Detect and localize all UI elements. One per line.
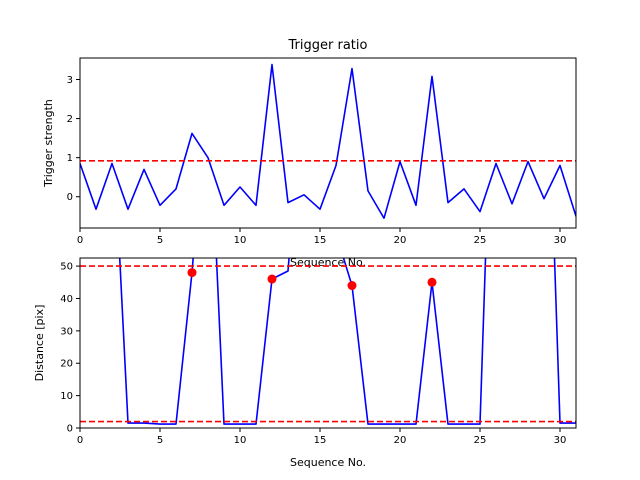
- x-tick-label: 5: [157, 235, 163, 246]
- x-tick-label: 0: [77, 435, 83, 446]
- y-tick-label: 50: [60, 262, 73, 273]
- x-tick-label: 25: [474, 235, 487, 246]
- y-tick-label: 40: [60, 294, 73, 305]
- trigger-ratio-chart: Trigger ratio Trigger strength Sequence …: [42, 38, 577, 269]
- y-axis-label: Trigger strength: [42, 99, 55, 188]
- x-tick-label: 30: [554, 435, 567, 446]
- x-tick-label: 30: [554, 235, 567, 246]
- x-tick-label: 20: [394, 435, 407, 446]
- x-tick-label: 15: [314, 435, 327, 446]
- x-tick-label: 5: [157, 435, 163, 446]
- x-tick-label: 15: [314, 235, 327, 246]
- y-tick-label: 2: [67, 114, 73, 125]
- series-line: [118, 258, 576, 425]
- peak-marker: [187, 268, 197, 278]
- series-line: [80, 63, 576, 219]
- x-tick-label: 25: [474, 435, 487, 446]
- y-axis-label: Distance [pix]: [33, 305, 46, 382]
- y-tick-label: 20: [60, 359, 73, 370]
- peak-marker: [347, 281, 357, 291]
- x-tick-label: 10: [234, 235, 247, 246]
- x-tick-label: 20: [394, 235, 407, 246]
- y-tick-label: 0: [67, 192, 73, 203]
- y-tick-label: 1: [67, 153, 73, 164]
- chart-title: Trigger ratio: [288, 38, 368, 53]
- y-tick-label: 0: [67, 424, 73, 435]
- x-tick-label: 10: [234, 435, 247, 446]
- x-axis-label: Sequence No.: [290, 456, 366, 469]
- peak-marker: [267, 274, 277, 284]
- peak-marker: [427, 277, 437, 287]
- plot-frame: [79, 257, 577, 429]
- x-tick-label: 0: [77, 235, 83, 246]
- y-tick-label: 3: [67, 75, 73, 86]
- y-tick-label: 10: [60, 391, 73, 402]
- distance-chart: Distance [pix] Sequence No. 0 5 10 15 20 25 30…: [33, 257, 577, 469]
- y-tick-label: 30: [60, 326, 73, 337]
- plot-frame: [79, 57, 577, 229]
